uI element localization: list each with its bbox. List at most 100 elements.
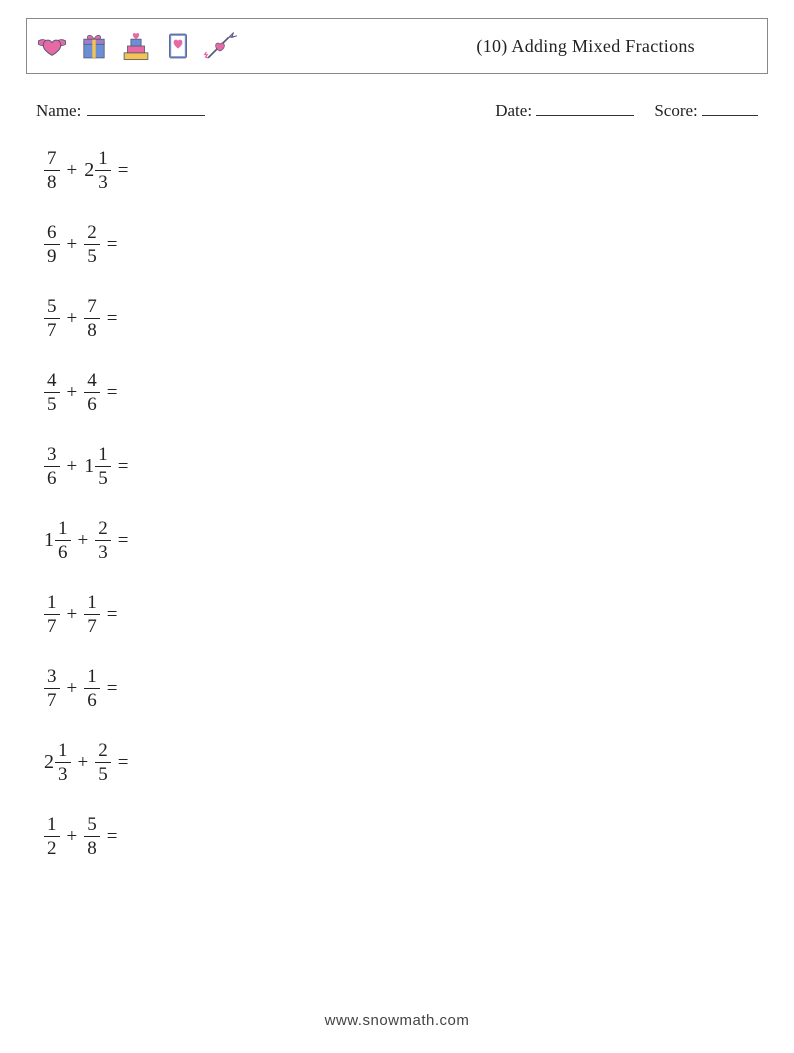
fraction-bar <box>95 466 111 467</box>
score-blank[interactable] <box>702 98 758 116</box>
wedding-cake-icon <box>119 29 153 63</box>
fraction-bar <box>84 614 100 615</box>
equals-sign: = <box>118 456 129 478</box>
equals-sign: = <box>107 826 118 848</box>
equals-sign: = <box>118 160 129 182</box>
operator-plus: + <box>67 308 78 330</box>
fraction-bar <box>44 466 60 467</box>
problem-row: 69+25= <box>44 223 768 267</box>
fraction-bar <box>55 762 71 763</box>
fraction: 13 <box>95 149 111 192</box>
numerator: 1 <box>55 741 71 760</box>
cupid-arrow-icon <box>203 29 237 63</box>
fraction-bar <box>95 540 111 541</box>
equals-sign: = <box>107 604 118 626</box>
operator-plus: + <box>67 456 78 478</box>
fraction-bar <box>44 318 60 319</box>
whole-number: 1 <box>44 529 54 552</box>
problem-row: 12+58= <box>44 815 768 859</box>
numerator: 1 <box>44 815 60 834</box>
fraction: 46 <box>84 371 100 414</box>
fraction: 25 <box>84 223 100 266</box>
numerator: 1 <box>84 593 100 612</box>
numerator: 1 <box>55 519 71 538</box>
fraction-bar <box>95 170 111 171</box>
fraction: 37 <box>44 667 60 710</box>
fraction: 13 <box>55 741 71 784</box>
worksheet-title: (10) Adding Mixed Fractions <box>476 36 755 57</box>
numerator: 4 <box>84 371 100 390</box>
score-label: Score: <box>654 101 697 120</box>
numerator: 7 <box>84 297 100 316</box>
denominator: 5 <box>84 247 100 266</box>
fraction-bar <box>44 688 60 689</box>
meta-row: Name: Date: Score: <box>36 98 758 121</box>
fraction: 15 <box>95 445 111 488</box>
operator-plus: + <box>67 382 78 404</box>
problem-row: 17+17= <box>44 593 768 637</box>
equals-sign: = <box>107 234 118 256</box>
whole-number: 2 <box>84 159 94 182</box>
fraction-bar <box>44 392 60 393</box>
numerator: 1 <box>84 667 100 686</box>
problem-row: 78+213= <box>44 149 768 193</box>
whole-number: 2 <box>44 751 54 774</box>
denominator: 6 <box>44 469 60 488</box>
denominator: 5 <box>44 395 60 414</box>
fraction-bar <box>95 762 111 763</box>
name-label: Name: <box>36 101 81 121</box>
name-blank[interactable] <box>87 98 205 116</box>
problem-row: 213+25= <box>44 741 768 785</box>
equals-sign: = <box>107 308 118 330</box>
denominator: 7 <box>84 617 100 636</box>
denominator: 7 <box>44 321 60 340</box>
fraction: 69 <box>44 223 60 266</box>
denominator: 5 <box>95 469 111 488</box>
numerator: 1 <box>95 445 111 464</box>
denominator: 7 <box>44 691 60 710</box>
denominator: 5 <box>95 765 111 784</box>
denominator: 6 <box>55 543 71 562</box>
fraction: 58 <box>84 815 100 858</box>
numerator: 7 <box>44 149 60 168</box>
problems-list: 78+213=69+25=57+78=45+46=36+115=116+23=1… <box>44 149 768 859</box>
denominator: 9 <box>44 247 60 266</box>
fraction: 17 <box>84 593 100 636</box>
date-blank[interactable] <box>536 98 634 116</box>
fraction: 57 <box>44 297 60 340</box>
fraction: 16 <box>84 667 100 710</box>
numerator: 1 <box>95 149 111 168</box>
fraction-bar <box>84 392 100 393</box>
numerator: 2 <box>95 741 111 760</box>
denominator: 8 <box>84 839 100 858</box>
date-label: Date: <box>495 101 532 120</box>
love-book-icon <box>161 29 195 63</box>
numerator: 3 <box>44 667 60 686</box>
equals-sign: = <box>107 382 118 404</box>
fraction: 45 <box>44 371 60 414</box>
numerator: 5 <box>84 815 100 834</box>
operator-plus: + <box>67 678 78 700</box>
fraction: 36 <box>44 445 60 488</box>
operator-plus: + <box>78 530 89 552</box>
fraction-bar <box>84 244 100 245</box>
fraction-bar <box>44 170 60 171</box>
operator-plus: + <box>67 826 78 848</box>
operator-plus: + <box>67 160 78 182</box>
fraction-bar <box>84 318 100 319</box>
fraction: 78 <box>84 297 100 340</box>
gift-box-icon <box>77 29 111 63</box>
fraction-bar <box>55 540 71 541</box>
fraction-bar <box>84 836 100 837</box>
header-icons <box>35 29 237 63</box>
numerator: 2 <box>84 223 100 242</box>
denominator: 8 <box>84 321 100 340</box>
numerator: 4 <box>44 371 60 390</box>
denominator: 2 <box>44 839 60 858</box>
equals-sign: = <box>118 752 129 774</box>
fraction-bar <box>44 244 60 245</box>
denominator: 3 <box>95 543 111 562</box>
numerator: 1 <box>44 593 60 612</box>
whole-number: 1 <box>84 455 94 478</box>
footer-url: www.snowmath.com <box>0 1012 794 1029</box>
